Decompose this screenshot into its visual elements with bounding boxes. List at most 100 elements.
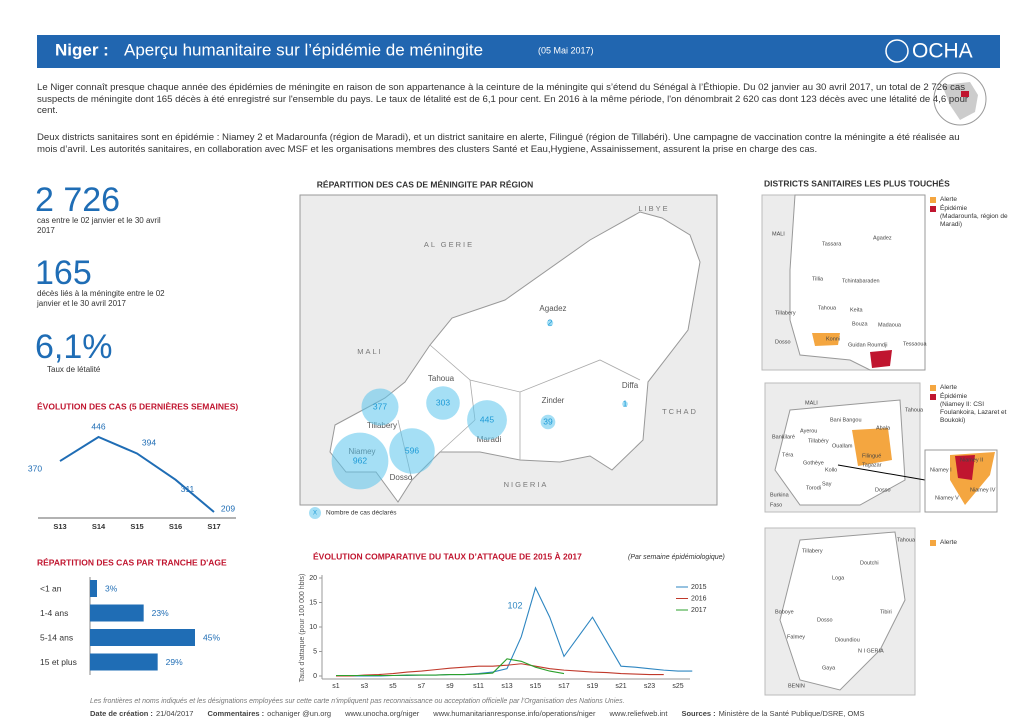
country-label: AL GERIE <box>424 240 474 249</box>
footer-value: Ministère de la Santé Publique/DSRE, OMS <box>718 709 865 718</box>
place-label: Ayerou <box>800 428 817 434</box>
legend-item: Alerte <box>930 195 1012 204</box>
place-label: Tessaoua <box>903 341 927 347</box>
place-label: Faso <box>770 502 782 508</box>
x-tick-label: s3 <box>361 683 369 690</box>
place-label: Tahoua <box>818 305 837 311</box>
place-label: Falmey <box>787 634 805 640</box>
place-label: Konni <box>826 336 840 342</box>
region-label: Zinder <box>542 396 565 405</box>
x-tick-label: s21 <box>615 683 626 690</box>
legend-label: Épidémie <box>940 205 968 212</box>
map-legend: Alerte Épidémie (Niamey II: CSI Foulankoir… <box>930 383 1012 425</box>
x-tick-label: s5 <box>389 683 397 690</box>
line <box>336 658 565 677</box>
x-tick-label: s11 <box>473 683 484 690</box>
place-label: Dosso <box>775 339 791 345</box>
place-label: Kollo <box>825 467 837 473</box>
region-label: Tahoua <box>428 374 455 383</box>
place-label: Niamey I <box>930 467 952 473</box>
inset-connector <box>837 464 926 481</box>
legend-label: Alerte <box>940 196 957 203</box>
country-label: NIGERIA <box>504 480 549 489</box>
legend-symbol: X <box>313 511 317 517</box>
place-label: Dosso <box>875 487 891 493</box>
place-label: N I GERIA <box>858 648 884 654</box>
bubble <box>540 414 556 430</box>
x-tick-label: S17 <box>207 522 220 531</box>
header-date: (05 Mai 2017) <box>538 45 594 55</box>
district-shape-2 <box>774 399 906 506</box>
category-label: <1 an <box>40 583 62 593</box>
place-label: BENIN <box>788 683 805 689</box>
x-tick-label: s25 <box>672 683 683 690</box>
header-logo: OCHA <box>912 40 973 63</box>
footer-item: www.humanitarianresponse.info/operations… <box>433 709 595 718</box>
bar <box>90 580 97 597</box>
place-label: Loga <box>832 575 845 581</box>
map-legend: Alerte <box>930 538 1012 547</box>
category-label: 5-14 ans <box>40 632 73 642</box>
alert-area-1 <box>812 333 840 346</box>
region-label: Diffa <box>622 381 639 390</box>
intro-paragraph: Deux districts sanitaires sont en épidém… <box>37 132 960 155</box>
data-label: 3% <box>105 583 118 593</box>
place-label: Abala <box>876 425 891 431</box>
key-figure-label: cas entre le 02 janvier et le 30 avril 2… <box>37 216 161 235</box>
legend-label: Alerte <box>940 539 957 546</box>
header-title: Niger : <box>55 40 109 59</box>
data-label: 45% <box>203 632 220 642</box>
x-tick-label: S15 <box>130 522 143 531</box>
place-label: Tillia <box>812 276 824 282</box>
country-label: LIBYE <box>638 204 669 213</box>
niamey-epidemic <box>955 455 975 480</box>
map-title: RÉPARTITION DES CAS DE MÉNINGITE PAR RÉG… <box>317 179 533 189</box>
legend-label: Alerte <box>940 384 957 391</box>
footer-item: Date de création :21/04/2017 <box>90 709 193 718</box>
annotation: 102 <box>507 600 522 610</box>
place-label: Tagazar <box>862 462 882 468</box>
data-label: 209 <box>221 503 235 513</box>
bubble <box>426 386 460 420</box>
place-label: Filingué <box>862 453 881 459</box>
footer-value: 21/04/2017 <box>155 709 194 718</box>
place-label: Doutchi <box>860 560 879 566</box>
footer-label: Sources : <box>681 709 716 718</box>
place-label: Gothèye <box>803 460 824 466</box>
legend-swatch <box>930 196 936 203</box>
place-label: MALI <box>805 400 818 406</box>
header-subtitle: Aperçu humanitaire sur l’épidémie de mén… <box>124 40 483 59</box>
bubble <box>467 400 507 440</box>
legend-label: Nombre de cas déclarés <box>326 510 397 517</box>
epidemic-area-1 <box>870 350 892 368</box>
footer-value: ochaniger @un.org <box>267 709 332 718</box>
place-label: Tahoua <box>897 537 916 543</box>
chart-subtitle: (Par semaine épidémiologique) <box>628 554 725 561</box>
place-label: Tahoua <box>905 407 924 413</box>
legend-note: (Madarounfa, région de Maradi) <box>940 213 1008 228</box>
place-label: Dioundiou <box>835 637 860 643</box>
intro-paragraph: Le Niger connaît presque chaque année de… <box>37 82 969 116</box>
place-label: Ouallam <box>832 443 853 449</box>
disclaimer: Les frontières et noms indiqués et les d… <box>90 698 625 705</box>
footer-value: www.humanitarianresponse.info/operations… <box>433 709 596 718</box>
place-label: Tillabéry <box>808 438 829 444</box>
key-figure: 165 <box>35 254 92 292</box>
bubble-label: 377 <box>373 401 387 411</box>
bar <box>90 604 144 622</box>
bubble-label: 303 <box>436 397 450 407</box>
legend-swatch <box>930 384 936 391</box>
place-label: Say <box>822 481 832 487</box>
legend-item: Alerte <box>930 383 1012 392</box>
data-label: 370 <box>28 463 42 473</box>
place-label: Bouza <box>852 321 869 327</box>
place-label: Madaoua <box>878 322 902 328</box>
country-label: TCHAD <box>662 407 698 416</box>
y-tick-label: 0 <box>313 673 317 680</box>
legend-bubble <box>309 507 321 519</box>
data-label: 23% <box>152 608 169 618</box>
bubble <box>546 319 554 327</box>
bubble <box>361 388 399 426</box>
place-label: Bani Bangou <box>830 417 862 423</box>
